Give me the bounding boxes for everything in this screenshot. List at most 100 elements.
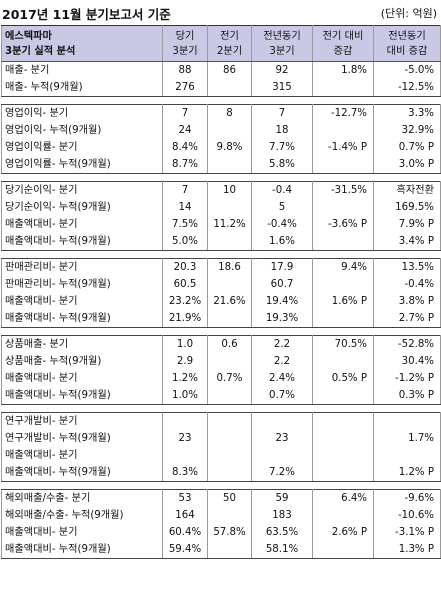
current-quarter-value: 8.3% (162, 464, 208, 482)
previous-quarter-value: 50 (207, 489, 252, 507)
yoy-change-value: -52.8% (373, 335, 441, 353)
yoy-change-value: 2.7% P (373, 310, 441, 328)
table-row: 판매관리비- 분기 20.3 18.6 17.9 9.4% 13.5% (1, 258, 441, 276)
qoq-change-value (312, 412, 374, 430)
prior-year-value: 17.9 (251, 258, 313, 276)
row-label: 상품매출- 분기 (1, 335, 163, 353)
yoy-change-value: -1.2% P (373, 370, 441, 387)
table-row: 영업이익- 누적(9개월) 24 18 32.9% (1, 122, 441, 139)
prior-year-value: 7.7% (251, 139, 313, 156)
row-label: 매출액대비- 분기 (1, 293, 163, 310)
header-qoq-change: 전기 대비 증감 (312, 25, 374, 62)
previous-quarter-value (207, 156, 252, 174)
row-label: 당기순이익- 분기 (1, 181, 163, 199)
header-yoy-change: 전년동기 대비 증감 (373, 25, 441, 62)
header-row: 에스텍파마 3분기 실적 분석 당기 3분기 전기 2분기 전년동기 3분기 전… (1, 25, 441, 62)
table-row: 당기순이익- 분기 7 10 -0.4 -31.5% 흑자전환 (1, 181, 441, 199)
qoq-change-value (312, 276, 374, 293)
header-text: 3분기 (269, 45, 295, 57)
qoq-change-value (312, 447, 374, 464)
current-quarter-value: 5.0% (162, 233, 208, 251)
unit-label: (단위: 억원) (380, 7, 437, 20)
yoy-change-value: 0.7% P (373, 139, 441, 156)
current-quarter-value: 21.9% (162, 310, 208, 328)
current-quarter-value: 53 (162, 489, 208, 507)
qoq-change-value (312, 79, 374, 97)
previous-quarter-value: 0.6 (207, 335, 252, 353)
yoy-change-value: -0.4% (373, 276, 441, 293)
table-row: 상품매출- 누적(9개월) 2.9 2.2 30.4% (1, 353, 441, 370)
yoy-change-value: 7.9% P (373, 216, 441, 233)
qoq-change-value (312, 507, 374, 524)
prior-year-value (251, 447, 313, 464)
prior-year-value: 5.8% (251, 156, 313, 174)
current-quarter-value: 14 (162, 199, 208, 216)
yoy-change-value: 169.5% (373, 199, 441, 216)
previous-quarter-value (207, 233, 252, 251)
table-row: 매출액대비- 누적(9개월) 8.3% 7.2% 1.2% P (1, 464, 441, 482)
group-spacer (2, 328, 441, 336)
qoq-change-value: 1.6% P (312, 293, 374, 310)
prior-year-value: 58.1% (251, 541, 313, 559)
qoq-change-value (312, 122, 374, 139)
prior-year-value: 1.6% (251, 233, 313, 251)
qoq-change-value: 9.4% (312, 258, 374, 276)
row-label: 매출액대비- 누적(9개월) (1, 541, 163, 559)
prior-year-value: 59 (251, 489, 313, 507)
header-prior-year-quarter: 전년동기 3분기 (251, 25, 313, 62)
current-quarter-value: 2.9 (162, 353, 208, 370)
current-quarter-value: 23.2% (162, 293, 208, 310)
qoq-change-value (312, 464, 374, 482)
current-quarter-value: 88 (162, 61, 208, 79)
current-quarter-value: 59.4% (162, 541, 208, 559)
yoy-change-value: 1.2% P (373, 464, 441, 482)
prior-year-value: 92 (251, 61, 313, 79)
spacer-cell (2, 174, 441, 182)
previous-quarter-value (207, 541, 252, 559)
current-quarter-value: 60.5 (162, 276, 208, 293)
yoy-change-value: -3.1% P (373, 524, 441, 541)
group-spacer (2, 482, 441, 490)
table-row: 매출액대비- 누적(9개월) 5.0% 1.6% 3.4% P (1, 233, 441, 251)
row-label: 매출- 누적(9개월) (1, 79, 163, 97)
current-quarter-value (162, 447, 208, 464)
row-label: 매출액대비- 분기 (1, 447, 163, 464)
prior-year-value (251, 412, 313, 430)
qoq-change-value: -31.5% (312, 181, 374, 199)
row-label: 영업이익률- 분기 (1, 139, 163, 156)
header-text: 전기 대비 (322, 30, 364, 42)
yoy-change-value: -5.0% (373, 61, 441, 79)
qoq-change-value (312, 387, 374, 405)
yoy-change-value (373, 447, 441, 464)
row-label: 영업이익률- 누적(9개월) (1, 156, 163, 174)
row-label: 매출액대비- 분기 (1, 524, 163, 541)
prior-year-value: 60.7 (251, 276, 313, 293)
qoq-change-value (312, 199, 374, 216)
table-body: 매출- 분기 88 86 92 1.8% -5.0% 매출- 누적(9개월) 276 315 -1… (1, 61, 441, 559)
row-label: 해외매출/수출- 누적(9개월) (1, 507, 163, 524)
previous-quarter-value (207, 412, 252, 430)
current-quarter-value: 276 (162, 79, 208, 97)
table-row: 매출액대비- 누적(9개월) 1.0% 0.7% 0.3% P (1, 387, 441, 405)
row-label: 연구개발비- 분기 (1, 412, 163, 430)
header-text: 전년동기 (388, 30, 426, 42)
prior-year-value: 7 (251, 104, 313, 122)
table-header: 에스텍파마 3분기 실적 분석 당기 3분기 전기 2분기 전년동기 3분기 전… (1, 25, 441, 62)
current-quarter-value: 8.7% (162, 156, 208, 174)
prior-year-value: 63.5% (251, 524, 313, 541)
previous-quarter-value: 0.7% (207, 370, 252, 387)
table-row: 판매관리비- 누적(9개월) 60.5 60.7 -0.4% (1, 276, 441, 293)
group-spacer (2, 251, 441, 259)
header-text: 당기 (175, 30, 195, 42)
qoq-change-value: -1.4% P (312, 139, 374, 156)
header-text: 전년동기 (263, 30, 301, 42)
row-label: 매출- 분기 (1, 61, 163, 79)
current-quarter-value: 7.5% (162, 216, 208, 233)
qoq-change-value: 1.8% (312, 61, 374, 79)
row-label: 매출액대비- 누적(9개월) (1, 310, 163, 328)
yoy-change-value: 3.0% P (373, 156, 441, 174)
table-row: 영업이익률- 분기 8.4% 9.8% 7.7% -1.4% P 0.7% P (1, 139, 441, 156)
yoy-change-value: 흑자전환 (373, 181, 441, 199)
yoy-change-value: 3.8% P (373, 293, 441, 310)
previous-quarter-value (207, 79, 252, 97)
